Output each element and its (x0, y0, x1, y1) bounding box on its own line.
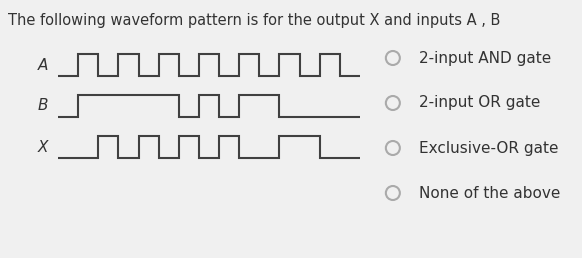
Text: X: X (38, 140, 48, 155)
Text: Exclusive-OR gate: Exclusive-OR gate (419, 141, 559, 156)
Circle shape (386, 96, 400, 110)
Text: 2-input AND gate: 2-input AND gate (419, 51, 551, 66)
Circle shape (386, 51, 400, 65)
Text: None of the above: None of the above (419, 186, 560, 200)
Text: A: A (38, 58, 48, 72)
Text: The following waveform pattern is for the output X and inputs A , B: The following waveform pattern is for th… (8, 13, 501, 28)
Circle shape (386, 141, 400, 155)
Text: B: B (38, 99, 48, 114)
Circle shape (386, 186, 400, 200)
Text: 2-input OR gate: 2-input OR gate (419, 95, 541, 110)
